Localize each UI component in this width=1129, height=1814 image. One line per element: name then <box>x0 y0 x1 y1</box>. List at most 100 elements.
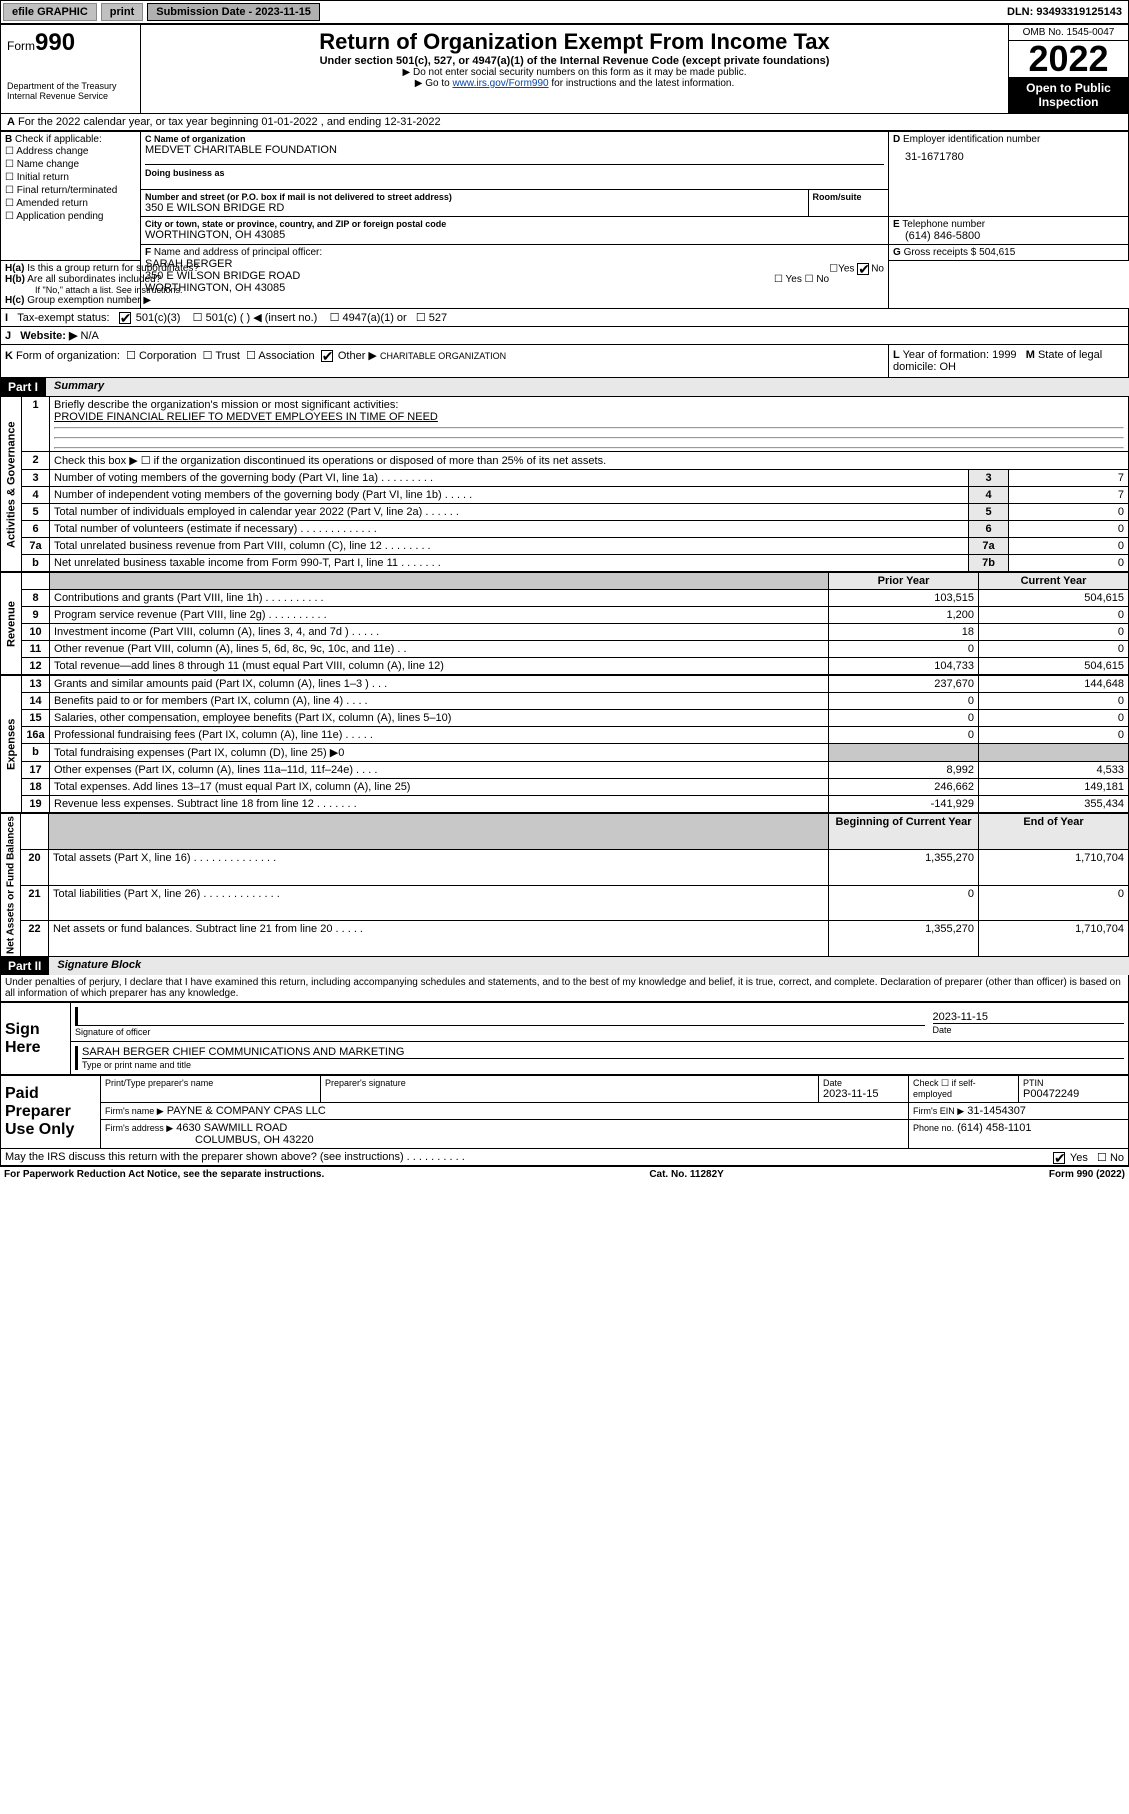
part2-title: Signature Block <box>49 957 1129 975</box>
sig-officer-label: Signature of officer <box>75 1025 925 1037</box>
exp-16a-p: 0 <box>829 727 979 744</box>
officer-print-name: SARAH BERGER CHIEF COMMUNICATIONS AND MA… <box>82 1046 1124 1058</box>
check-app-pending[interactable]: ☐ Application pending <box>5 210 136 223</box>
val-5: 0 <box>1009 504 1129 521</box>
line-a: A For the 2022 calendar year, or tax yea… <box>0 114 1129 131</box>
dept-treasury: Department of the Treasury <box>7 81 134 91</box>
part1-hdr: Part I <box>0 378 46 396</box>
section-act-gov: Activities & Governance <box>1 397 22 572</box>
city-state-zip: WORTHINGTON, OH 43085 <box>145 229 884 241</box>
rev-12-p: 104,733 <box>829 658 979 675</box>
part1-title: Summary <box>46 378 1129 396</box>
exp-16b-p <box>829 744 979 762</box>
website: N/A <box>81 330 99 342</box>
sign-here-label: Sign Here <box>1 1003 71 1075</box>
exp-18-p: 246,662 <box>829 779 979 796</box>
dln: DLN: 93493319125143 <box>1001 4 1128 20</box>
firm-addr2: COLUMBUS, OH 43220 <box>105 1134 314 1146</box>
beg-year-hdr: Beginning of Current Year <box>829 814 979 850</box>
val-6: 0 <box>1009 521 1129 538</box>
exp-13-p: 237,670 <box>829 676 979 693</box>
rev-9-c: 0 <box>979 607 1129 624</box>
net-assets-table: Net Assets or Fund Balances Beginning of… <box>0 813 1129 957</box>
ein: 31-1671780 <box>893 145 1124 163</box>
state-domicile: OH <box>939 361 956 373</box>
net-21-c: 0 <box>979 885 1129 921</box>
entity-block: B Check if applicable: ☐ Address change … <box>0 131 1129 378</box>
rev-11-c: 0 <box>979 641 1129 658</box>
prep-date: 2023-11-15 <box>823 1088 904 1100</box>
net-21-p: 0 <box>829 885 979 921</box>
section-net: Net Assets or Fund Balances <box>1 814 21 957</box>
firm-name: PAYNE & COMPANY CPAS LLC <box>167 1105 326 1117</box>
check-address-change[interactable]: ☐ Address change <box>5 145 136 158</box>
page-footer: For Paperwork Reduction Act Notice, see … <box>0 1166 1129 1182</box>
current-year-hdr: Current Year <box>979 573 1129 590</box>
hint-ssn: ▶ Do not enter social security numbers o… <box>147 67 1002 78</box>
rev-8-p: 103,515 <box>829 590 979 607</box>
exp-17-p: 8,992 <box>829 762 979 779</box>
hint-link: ▶ Go to www.irs.gov/Form990 for instruct… <box>147 78 1002 89</box>
sign-date: 2023-11-15 <box>933 1011 1125 1023</box>
form-title: Return of Organization Exempt From Incom… <box>147 29 1002 55</box>
print-btn[interactable]: print <box>101 3 143 21</box>
org-other-text: CHARITABLE ORGANIZATION <box>380 351 506 361</box>
exp-13-c: 144,648 <box>979 676 1129 693</box>
exp-17-c: 4,533 <box>979 762 1129 779</box>
check-amended[interactable]: ☐ Amended return <box>5 197 136 210</box>
rev-12-c: 504,615 <box>979 658 1129 675</box>
exp-14-c: 0 <box>979 693 1129 710</box>
form-header: Form990 Department of the Treasury Inter… <box>0 24 1129 114</box>
perjury-text: Under penalties of perjury, I declare th… <box>0 975 1129 1002</box>
phone: (614) 846-5800 <box>893 230 1124 242</box>
exp-15-c: 0 <box>979 710 1129 727</box>
firm-addr1: 4630 SAWMILL ROAD <box>176 1122 287 1134</box>
check-final-return[interactable]: ☐ Final return/terminated <box>5 184 136 197</box>
firm-phone: (614) 458-1101 <box>957 1122 1031 1134</box>
street-address: 350 E WILSON BRIDGE RD <box>145 202 804 214</box>
exp-19-c: 355,434 <box>979 796 1129 813</box>
ptin: P00472249 <box>1023 1088 1124 1100</box>
section-revenue: Revenue <box>1 573 22 675</box>
rev-9-p: 1,200 <box>829 607 979 624</box>
rev-8-c: 504,615 <box>979 590 1129 607</box>
check-initial-return[interactable]: ☐ Initial return <box>5 171 136 184</box>
net-20-c: 1,710,704 <box>979 849 1129 885</box>
exp-18-c: 149,181 <box>979 779 1129 796</box>
check-name-change[interactable]: ☐ Name change <box>5 158 136 171</box>
check-501c3[interactable] <box>119 312 131 324</box>
rev-11-p: 0 <box>829 641 979 658</box>
paid-preparer-block: Paid Preparer Use Only Print/Type prepar… <box>0 1075 1129 1149</box>
sign-here-block: Sign Here Signature of officer 2023-11-1… <box>0 1002 1129 1075</box>
exp-15-p: 0 <box>829 710 979 727</box>
firm-ein: 31-1454307 <box>967 1105 1026 1117</box>
footer-right: Form 990 (2022) <box>1049 1169 1125 1180</box>
rev-10-c: 0 <box>979 624 1129 641</box>
form-subtitle: Under section 501(c), 527, or 4947(a)(1)… <box>147 55 1002 67</box>
irs-label: Internal Revenue Service <box>7 91 134 101</box>
exp-16a-c: 0 <box>979 727 1129 744</box>
rev-10-p: 18 <box>829 624 979 641</box>
net-20-p: 1,355,270 <box>829 849 979 885</box>
val-7a: 0 <box>1009 538 1129 555</box>
org-name: MEDVET CHARITABLE FOUNDATION <box>145 144 884 156</box>
gross-receipts: 504,615 <box>979 247 1015 258</box>
val-4: 7 <box>1009 487 1129 504</box>
sign-date-label: Date <box>933 1023 1125 1035</box>
submission-date: Submission Date - 2023-11-15 <box>147 3 320 21</box>
revenue-table: Revenue Prior Year Current Year 8Contrib… <box>0 572 1129 675</box>
check-self-employed[interactable]: Check ☐ if self-employed <box>913 1078 1014 1099</box>
check-org-other[interactable] <box>321 350 333 362</box>
discuss-yes-check[interactable] <box>1053 1152 1065 1164</box>
val-7b: 0 <box>1009 555 1129 572</box>
paid-prep-label: Paid Preparer Use Only <box>1 1076 101 1149</box>
efile-btn[interactable]: efile GRAPHIC <box>3 3 97 21</box>
irs-link[interactable]: www.irs.gov/Form990 <box>452 78 548 89</box>
form-number: Form990 <box>7 29 134 57</box>
h-a-no-check[interactable] <box>857 263 869 275</box>
val-3: 7 <box>1009 470 1129 487</box>
part2-hdr: Part II <box>0 957 49 975</box>
discuss-row: May the IRS discuss this return with the… <box>0 1149 1129 1166</box>
net-22-p: 1,355,270 <box>829 921 979 957</box>
section-b: B Check if applicable: ☐ Address change … <box>1 132 141 261</box>
